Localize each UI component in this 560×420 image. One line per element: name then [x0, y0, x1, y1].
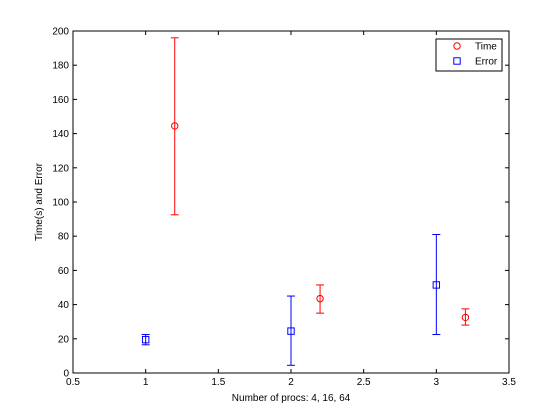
y-axis-label: Time(s) and Error — [34, 162, 45, 241]
series-error — [141, 233, 441, 366]
y-tick-label: 200 — [52, 27, 69, 38]
data-point-circle — [461, 313, 470, 322]
y-tick-label: 60 — [58, 266, 70, 277]
y-tick-label: 80 — [58, 232, 70, 243]
data-point-square — [141, 335, 150, 344]
legend: Time Error — [435, 38, 503, 72]
y-tick-label: 180 — [52, 61, 69, 72]
y-tick-label: 160 — [52, 95, 69, 106]
y-tick-label: 0 — [63, 369, 69, 380]
legend-box — [435, 38, 503, 72]
y-tick-label: 140 — [52, 129, 69, 140]
y-tick-label: 120 — [52, 163, 69, 174]
series-layer — [141, 37, 470, 366]
x-tick-label: 1.5 — [211, 377, 225, 388]
series-time — [170, 37, 470, 326]
legend-marker-time — [453, 42, 461, 50]
legend-label-error: Error — [475, 57, 498, 68]
data-point-circle — [171, 122, 179, 130]
x-axis-label: Number of procs: 4, 16, 64 — [232, 393, 351, 404]
y-tick-label: 20 — [58, 334, 70, 345]
legend-marker-error — [453, 57, 461, 65]
x-tick-label: 2.5 — [357, 377, 371, 388]
data-point-square — [432, 281, 441, 289]
data-point-square — [287, 327, 295, 335]
x-tick-label: 1 — [143, 377, 149, 388]
y-tick-label: 100 — [52, 198, 69, 209]
legend-label-time: Time — [475, 42, 497, 53]
y-tick-label: 40 — [58, 300, 70, 311]
data-point-circle — [316, 294, 324, 303]
axis-ticks: 0.5 1 1.5 2 2.5 3 3.5 0 20 40 60 80 100 120 140 160 180 2… — [52, 27, 516, 389]
x-tick-label: 3.5 — [502, 377, 516, 388]
x-tick-label: 3 — [434, 377, 440, 388]
x-tick-label: 0.5 — [66, 377, 80, 388]
x-tick-label: 2 — [288, 377, 294, 388]
